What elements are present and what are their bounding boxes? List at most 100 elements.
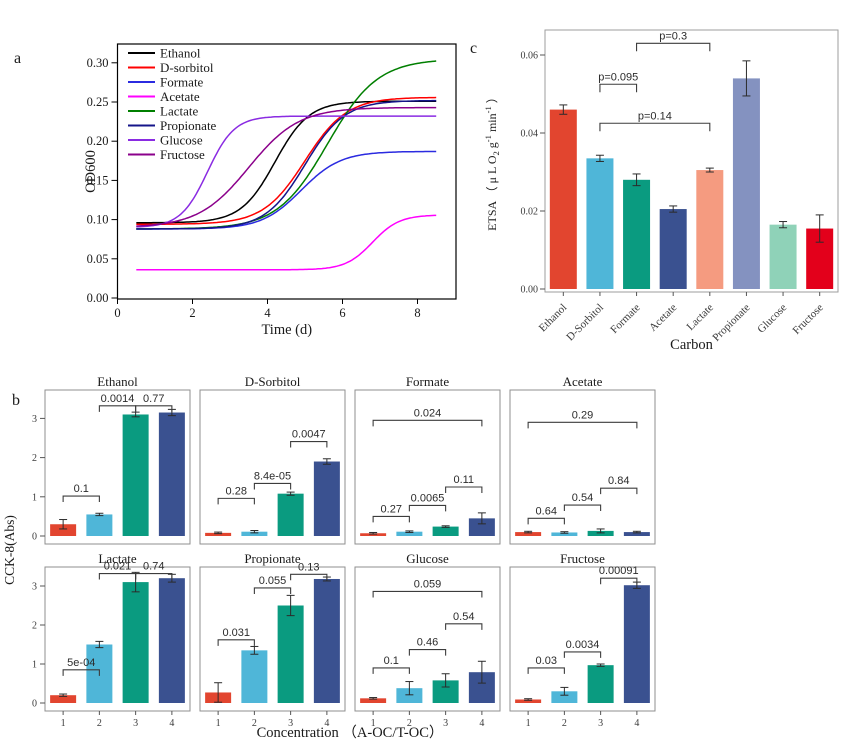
p-value-label: 0.059 [414, 578, 442, 590]
error-bar [669, 205, 678, 213]
plot-box [509, 389, 656, 545]
p-value-label: 0.024 [414, 407, 442, 419]
significance-bracket: 0.29 [527, 409, 638, 429]
y-tick-label: 0.20 [87, 134, 109, 148]
significance-bracket: 0.00091 [599, 565, 639, 585]
bar-lactate [696, 170, 724, 289]
x-tick-label: Propionate [710, 302, 752, 344]
subplot-title: Glucose [406, 551, 449, 566]
error-bar [214, 682, 223, 703]
x-tick-label: 0 [114, 306, 120, 320]
y-tick-label: 0.30 [87, 56, 109, 70]
legend-item-formate: Formate [128, 75, 204, 90]
x-tick-label: 4 [634, 718, 639, 729]
bar-glucose-2 [396, 688, 423, 703]
p-value-label: p=0.14 [638, 110, 672, 122]
legend: EthanolD-sorbitolFormateAcetateLactatePr… [128, 46, 217, 162]
legend-label: Propionate [160, 118, 217, 133]
error-bar [59, 693, 68, 697]
bar-propionate-2 [241, 650, 268, 703]
bar-acetate-2 [551, 532, 578, 536]
cck8-bar-grid-chart: Ethanol 0.1 0.0014 0.77 0 1 2 3 D-Sorbitol 0.28 8.… [2, 374, 656, 741]
x-tick-label: 4 [169, 718, 174, 729]
p-value-label: 0.28 [226, 485, 247, 497]
path [217, 639, 255, 646]
plot-box [116, 43, 457, 300]
y-tick-label: 0.25 [87, 95, 109, 109]
bar-propionate [732, 78, 760, 290]
subplot-ethanol: Ethanol 0.1 0.0014 0.77 0 1 2 3 [32, 374, 191, 545]
bar-ethanol-1 [50, 524, 77, 536]
legend-label: Lactate [160, 104, 198, 119]
path [599, 122, 711, 132]
legend-item-glucose: Glucose [128, 133, 203, 148]
bar-fructose-2 [551, 691, 578, 703]
x-tick-label: 8 [414, 306, 420, 320]
path [135, 405, 173, 412]
path [445, 486, 483, 493]
x-tick-label: Glucose [755, 302, 789, 336]
bar-acetate-3 [587, 530, 614, 536]
plot-box [199, 566, 346, 712]
significance-bracket: 0.1 [372, 655, 410, 674]
bar-lactate-1 [50, 695, 77, 703]
x-tick-label: 3 [598, 718, 603, 729]
bar-ethanol-2 [86, 514, 113, 536]
subplot-lactate: Lactate 5e-04 0.021 0.74 0 1 2 3 1 2 3 4 [32, 551, 191, 729]
path [372, 515, 410, 523]
x-tick-label: 1 [371, 718, 376, 729]
error-bar [214, 531, 223, 535]
error-bar [322, 458, 331, 465]
x-tick-label: 2 [562, 718, 567, 729]
p-value-label: 0.77 [143, 393, 164, 405]
bar-glucose-1 [360, 698, 387, 703]
p-value-label: 0.03 [536, 655, 557, 667]
y-tick-label: 3 [32, 582, 37, 593]
bar-fructose-4 [623, 585, 650, 703]
path [599, 83, 638, 93]
legend-label: D-sorbitol [160, 60, 214, 75]
p-value-label: 0.54 [453, 611, 474, 623]
x-tick-label: 3 [288, 718, 293, 729]
path [372, 667, 410, 674]
p-value-label: 0.00091 [599, 565, 639, 577]
plot-box [199, 389, 346, 545]
p-value-label: 0.0014 [101, 393, 135, 405]
error-bar [477, 660, 486, 684]
error-bar [524, 530, 533, 534]
path [563, 651, 602, 658]
legend-label: Formate [160, 75, 204, 90]
line-ethanol [136, 100, 437, 224]
path [563, 504, 602, 512]
significance-bracket: 0.0047 [290, 429, 328, 448]
significance-bracket: 0.77 [135, 393, 173, 412]
p-value-label: 0.46 [417, 637, 438, 649]
bar-d-sorbitol [586, 158, 614, 289]
p-value-label: 0.1 [384, 655, 399, 667]
panel-label-c: c [470, 40, 478, 57]
error-bar [779, 221, 788, 229]
significance-bracket: 0.54 [445, 611, 483, 630]
p-value-label: 8.4e-05 [254, 470, 291, 482]
bar-acetate-4 [623, 532, 650, 536]
significance-bracket: p=0.3 [636, 30, 711, 52]
error-bar [595, 154, 604, 162]
error-bar [405, 530, 414, 533]
x-tick-label: Acetate [647, 302, 679, 334]
error-bar [405, 681, 414, 696]
panel-label-a: a [14, 50, 22, 67]
significance-bracket: 0.055 [253, 575, 292, 594]
path [600, 487, 638, 495]
y-tick-label: 1 [32, 492, 37, 503]
growth-curves-chart: 0 2 4 6 8 0.00 0.05 0.10 0.15 0.20 0.25 0.30 Time (d… [83, 43, 457, 338]
significance-bracket: 5e-04 [62, 657, 100, 676]
error-bar [286, 491, 295, 496]
significance-bracket: 0.1 [62, 483, 100, 503]
p-value-label: 0.0047 [292, 429, 326, 441]
x-tick-label: 1 [216, 718, 221, 729]
error-bar [815, 214, 824, 243]
y-axis-title: CCK-8(Abs) [2, 515, 17, 585]
significance-bracket: p=0.14 [599, 110, 711, 132]
path [372, 419, 483, 427]
